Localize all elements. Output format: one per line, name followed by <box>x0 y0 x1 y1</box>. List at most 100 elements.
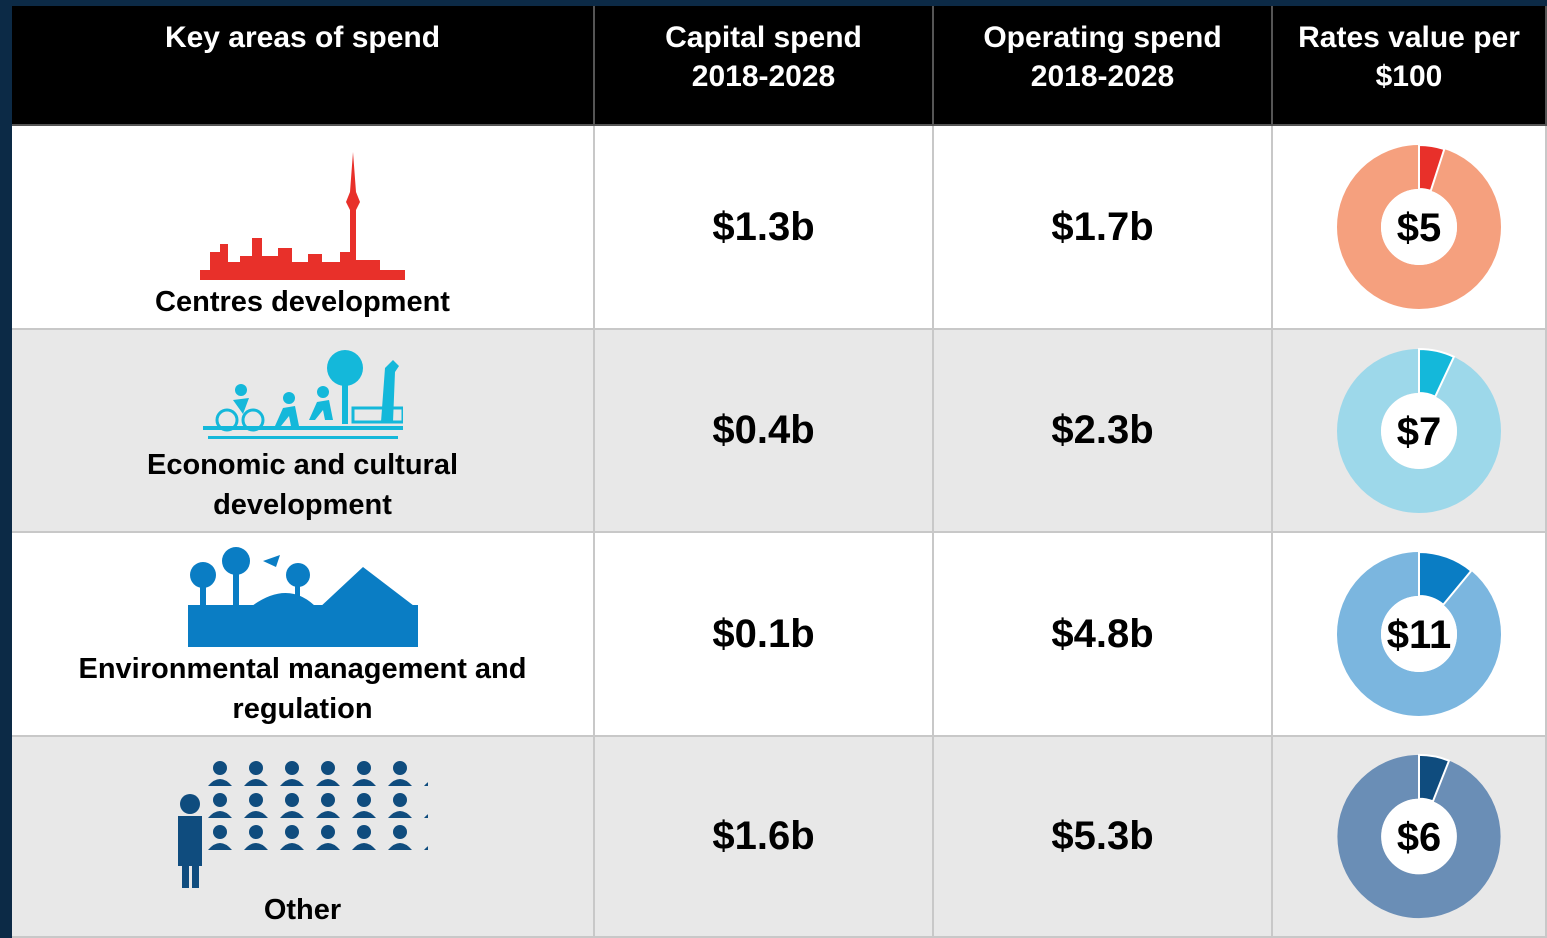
header-text: 2018-2028 <box>1031 57 1174 96</box>
area-label: development <box>213 485 392 525</box>
capital-value: $0.1b <box>712 612 814 657</box>
icon-shape <box>248 567 418 609</box>
icon-shape <box>208 843 232 850</box>
area-cell: Centres development <box>12 126 595 330</box>
icon-shape <box>188 605 418 647</box>
icon-shape <box>180 794 200 814</box>
icon-shape <box>381 360 399 422</box>
header-text: Key areas of spend <box>165 18 440 57</box>
icon-shape <box>285 793 299 807</box>
icon-shape <box>316 779 340 786</box>
header-cell: Rates value per$100 <box>1273 6 1547 126</box>
area-label: Environmental management and <box>79 649 527 689</box>
header-text: $100 <box>1376 57 1443 96</box>
area-label: regulation <box>232 689 372 729</box>
icon-shape <box>424 779 428 786</box>
icon-shape <box>285 761 299 775</box>
icon-shape <box>280 843 304 850</box>
operating-cell: $2.3b <box>934 330 1273 533</box>
icon-shape <box>213 825 227 839</box>
icon-shape <box>353 408 403 422</box>
rate-cell: $11 <box>1273 533 1547 737</box>
icon-shape <box>249 793 263 807</box>
icon-shape <box>393 793 407 807</box>
area-icon <box>200 152 405 280</box>
header-text: 2018-2028 <box>692 57 835 96</box>
header-cell: Key areas of spend <box>12 6 595 126</box>
donut: $6 <box>1319 737 1519 936</box>
icon-shape <box>357 793 371 807</box>
area-icon <box>203 348 403 443</box>
donut-label: $5 <box>1397 206 1442 250</box>
icon-shape <box>295 577 300 607</box>
donut: $11 <box>1319 534 1519 734</box>
capital-cell: $0.4b <box>595 330 934 533</box>
rate-cell: $7 <box>1273 330 1547 533</box>
area-icon <box>178 758 428 888</box>
icon-shape <box>244 811 268 818</box>
icon-shape <box>388 779 412 786</box>
area-icon <box>188 547 418 647</box>
header-text: Operating spend <box>983 18 1221 57</box>
capital-value: $0.4b <box>712 408 814 453</box>
icon-shape <box>244 779 268 786</box>
icon-shape <box>275 406 299 426</box>
icon-shape <box>233 565 239 607</box>
icon-shape <box>249 761 263 775</box>
icon-shape <box>352 843 376 850</box>
icon-shape <box>357 825 371 839</box>
icon-shape <box>357 761 371 775</box>
operating-cell: $5.3b <box>934 737 1273 938</box>
icon-shape <box>352 811 376 818</box>
area-label: Economic and cultural <box>147 445 458 485</box>
icon-shape <box>316 843 340 850</box>
icon-shape <box>208 779 232 786</box>
header-text: Capital spend <box>665 18 862 57</box>
capital-cell: $1.3b <box>595 126 934 330</box>
icon-shape <box>316 811 340 818</box>
operating-value: $2.3b <box>1051 408 1153 453</box>
donut-label: $7 <box>1397 410 1442 454</box>
icon-shape <box>200 577 206 607</box>
operating-cell: $4.8b <box>934 533 1273 737</box>
capital-cell: $0.1b <box>595 533 934 737</box>
rate-cell: $6 <box>1273 737 1547 938</box>
rate-cell: $5 <box>1273 126 1547 330</box>
capital-value: $1.3b <box>712 205 814 250</box>
icon-shape <box>309 400 333 420</box>
icon-shape <box>388 811 412 818</box>
icon-shape <box>182 858 189 888</box>
icon-shape <box>283 392 295 404</box>
icon-shape <box>342 384 348 424</box>
donut-label: $6 <box>1397 815 1441 859</box>
icon-shape <box>249 825 263 839</box>
area-label: Other <box>264 890 341 930</box>
icon-shape <box>388 843 412 850</box>
icon-shape <box>321 793 335 807</box>
donut: $7 <box>1319 331 1519 531</box>
icon-shape <box>317 386 329 398</box>
icon-shape <box>213 761 227 775</box>
capital-cell: $1.6b <box>595 737 934 938</box>
icon-shape <box>285 825 299 839</box>
icon-shape <box>321 825 335 839</box>
operating-value: $4.8b <box>1051 612 1153 657</box>
icon-shape <box>280 811 304 818</box>
icon-shape <box>280 779 304 786</box>
page: Key areas of spendCapital spend2018-2028… <box>0 0 1547 938</box>
icon-shape <box>393 761 407 775</box>
icon-shape <box>208 811 232 818</box>
icon-shape <box>192 858 199 888</box>
icon-shape <box>352 779 376 786</box>
area-label: Centres development <box>155 282 450 322</box>
operating-cell: $1.7b <box>934 126 1273 330</box>
header-text: Rates value per <box>1298 18 1520 57</box>
operating-value: $1.7b <box>1051 205 1153 250</box>
icon-shape <box>263 555 280 567</box>
header-cell: Operating spend2018-2028 <box>934 6 1273 126</box>
operating-value: $5.3b <box>1051 814 1153 859</box>
